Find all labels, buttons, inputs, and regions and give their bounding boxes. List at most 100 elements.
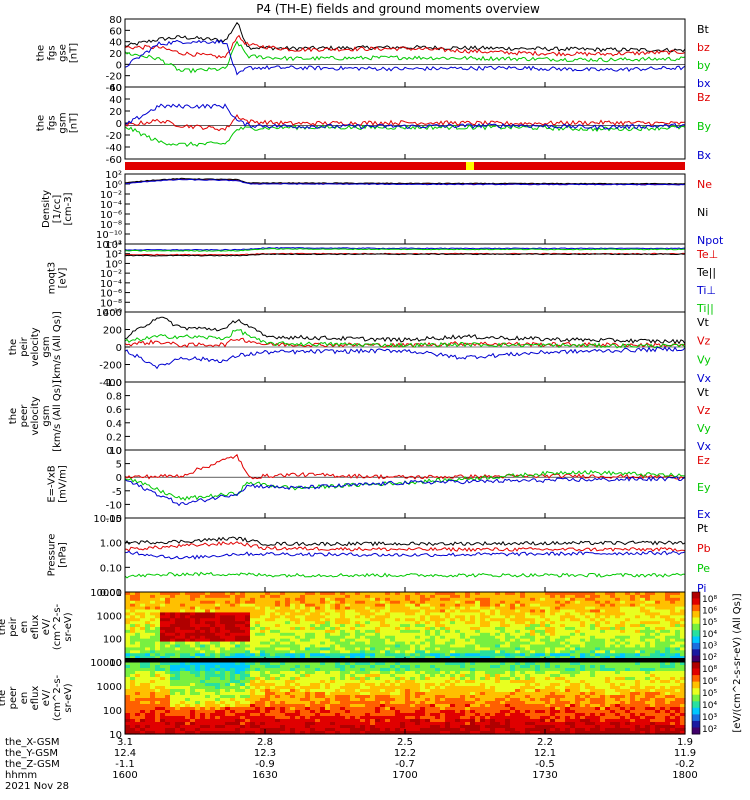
spectrogram-cell <box>135 662 141 666</box>
spectrogram-cell <box>155 707 161 711</box>
spectrogram-cell <box>420 656 426 660</box>
spectrogram-cell <box>330 698 336 702</box>
ylabel-efield: E=-VxB[mV/m] <box>47 465 69 503</box>
spectrogram-cell <box>665 656 671 660</box>
spectrogram-cell <box>515 725 521 729</box>
spectrogram-cell <box>610 632 616 637</box>
spectrogram-cell <box>455 635 461 640</box>
spectrogram-cell <box>545 592 551 596</box>
spectrogram-cell <box>215 668 221 672</box>
spectrogram-cell <box>445 600 451 605</box>
spectrogram-cell <box>500 707 506 711</box>
spectrogram-cell <box>565 650 571 654</box>
spectrogram-cell <box>390 618 396 622</box>
spectrogram-cell <box>675 615 681 619</box>
spectrogram-cell <box>145 713 151 717</box>
spectrogram-cell <box>270 680 276 684</box>
spectrogram-cell <box>435 603 441 608</box>
spectrogram-cell <box>150 609 156 614</box>
spectrogram-cell <box>200 677 206 681</box>
spectrogram-cell <box>145 638 151 643</box>
spectrogram-cell <box>450 677 456 681</box>
spectrogram-cell <box>320 644 326 649</box>
spectrogram-cell <box>555 647 561 651</box>
spectrogram-cell <box>255 665 261 669</box>
spectrogram-cell <box>395 704 401 708</box>
spectrogram-cell <box>250 609 256 614</box>
spectrogram-cell <box>440 635 446 640</box>
spectrogram-cell <box>555 656 561 660</box>
spectrogram-cell <box>415 632 421 637</box>
spectrogram-cell <box>205 624 211 628</box>
spectrogram-cell <box>305 627 311 631</box>
spectrogram-cell <box>500 644 506 649</box>
spectrogram-cell <box>295 606 301 611</box>
spectrogram-cell <box>285 674 291 678</box>
spectrogram-cell <box>395 689 401 693</box>
spectrogram-cell <box>445 725 451 729</box>
spectrogram-cell <box>325 671 331 675</box>
spectrogram-cell <box>245 612 251 616</box>
spectrogram-cell <box>620 627 626 631</box>
spectrogram-cell <box>130 722 136 726</box>
spectrogram-cell <box>175 641 181 646</box>
spectrogram-cell <box>680 597 686 602</box>
spectrogram-cell <box>500 618 506 622</box>
spectrogram-cell <box>415 695 421 699</box>
spectrogram-cell <box>505 638 511 643</box>
spectrogram-cell <box>310 592 316 596</box>
spectrogram-cell <box>655 624 661 628</box>
spectrogram-cell <box>170 713 176 717</box>
spectrogram-cell <box>380 671 386 675</box>
spectrogram-cell <box>485 692 491 696</box>
spectrogram-cell <box>335 722 341 726</box>
spectrogram-cell <box>600 603 606 608</box>
spectrogram-cell <box>280 627 286 631</box>
spectrogram-cell <box>310 725 316 729</box>
spectrogram-cell <box>445 674 451 678</box>
spectrogram-cell <box>205 618 211 622</box>
spectrogram-cell <box>480 621 486 625</box>
spectrogram-cell <box>540 707 546 711</box>
spectrogram-cell <box>390 689 396 693</box>
spectrogram-cell <box>300 662 306 666</box>
spectrogram-cell <box>365 606 371 611</box>
spectrogram-cell <box>300 606 306 611</box>
spectrogram-cell <box>540 668 546 672</box>
spectrogram-cell <box>165 668 171 672</box>
spectrogram-cell <box>405 621 411 625</box>
spectrogram-cell <box>160 656 166 660</box>
spectrogram-cell <box>330 600 336 605</box>
spectrogram-cell <box>680 647 686 651</box>
spectrogram-cell <box>240 683 246 687</box>
spectrogram-cell <box>185 615 191 619</box>
spectrogram-cell <box>335 641 341 646</box>
spectrogram-cell <box>535 707 541 711</box>
spectrogram-cell <box>260 695 266 699</box>
spectrogram-cell <box>205 592 211 596</box>
spectrogram-cell <box>535 644 541 649</box>
spectrogram-cell <box>380 603 386 608</box>
spectrogram-cell <box>585 641 591 646</box>
spectrogram-cell <box>425 689 431 693</box>
spectrogram-cell <box>670 656 676 660</box>
spectrogram-cell <box>425 731 431 735</box>
spectrogram-cell <box>185 635 191 640</box>
spectrogram-cell <box>650 632 656 637</box>
spectrogram-cell <box>345 624 351 628</box>
spectrogram-cell <box>170 606 176 611</box>
spectrogram-cell <box>380 615 386 619</box>
spectrogram-cell <box>250 638 256 643</box>
spectrogram-cell <box>625 632 631 637</box>
spectrogram-cell <box>505 629 511 634</box>
spectrogram-cell <box>165 722 171 726</box>
spectrogram-cell <box>170 665 176 669</box>
spectrogram-cell <box>455 662 461 666</box>
spectrogram-cell <box>280 695 286 699</box>
spectrogram-cell <box>640 629 646 634</box>
spectrogram-cell <box>270 692 276 696</box>
ytick-label: 10 <box>109 446 122 457</box>
spectrogram-cell <box>510 609 516 614</box>
spectrogram-cell <box>450 650 456 654</box>
spectrogram-cell <box>460 603 466 608</box>
